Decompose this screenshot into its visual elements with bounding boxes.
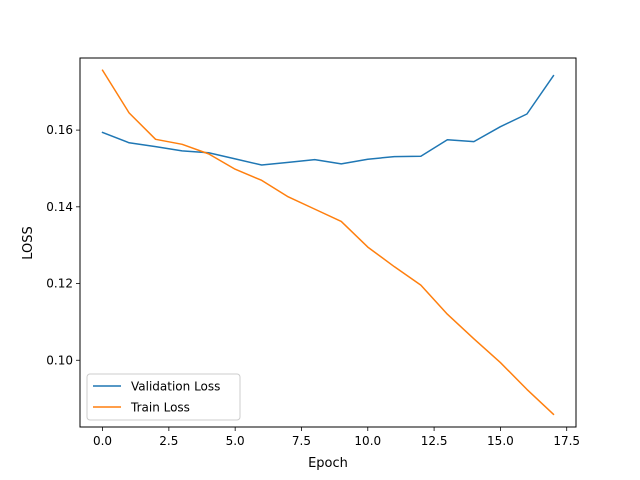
plot-area <box>101 69 555 416</box>
y-axis-ticks: 0.10 0.12 0.14 0.16 <box>46 123 80 367</box>
x-tick-label: 2.5 <box>159 434 178 448</box>
x-axis-label: Epoch <box>308 456 348 471</box>
legend-box <box>86 373 241 421</box>
y-tick-label: 0.10 <box>46 353 73 367</box>
x-tick-label: 12.5 <box>421 434 448 448</box>
series-line-train-loss <box>101 69 555 416</box>
x-tick-label: 15.0 <box>487 434 514 448</box>
x-axis-ticks: 0.0 2.5 5.0 7.5 10.0 12.5 15.0 17.5 <box>93 427 580 448</box>
x-tick-label: 7.5 <box>292 434 311 448</box>
legend-label-validation-loss: Validation Loss <box>131 380 220 394</box>
x-tick-label: 5.0 <box>226 434 245 448</box>
series-line-validation-loss <box>101 74 555 166</box>
y-tick-label: 0.12 <box>46 277 73 291</box>
x-tick-label: 0.0 <box>93 434 112 448</box>
y-tick-label: 0.14 <box>46 200 73 214</box>
x-tick-label: 10.0 <box>354 434 381 448</box>
y-axis-label: LOSS <box>21 226 36 260</box>
y-tick-label: 0.16 <box>46 123 73 137</box>
legend: Validation Loss Train Loss <box>86 373 241 421</box>
legend-label-train-loss: Train Loss <box>130 401 190 415</box>
axes-frame <box>79 57 577 428</box>
x-tick-label: 17.5 <box>553 434 580 448</box>
